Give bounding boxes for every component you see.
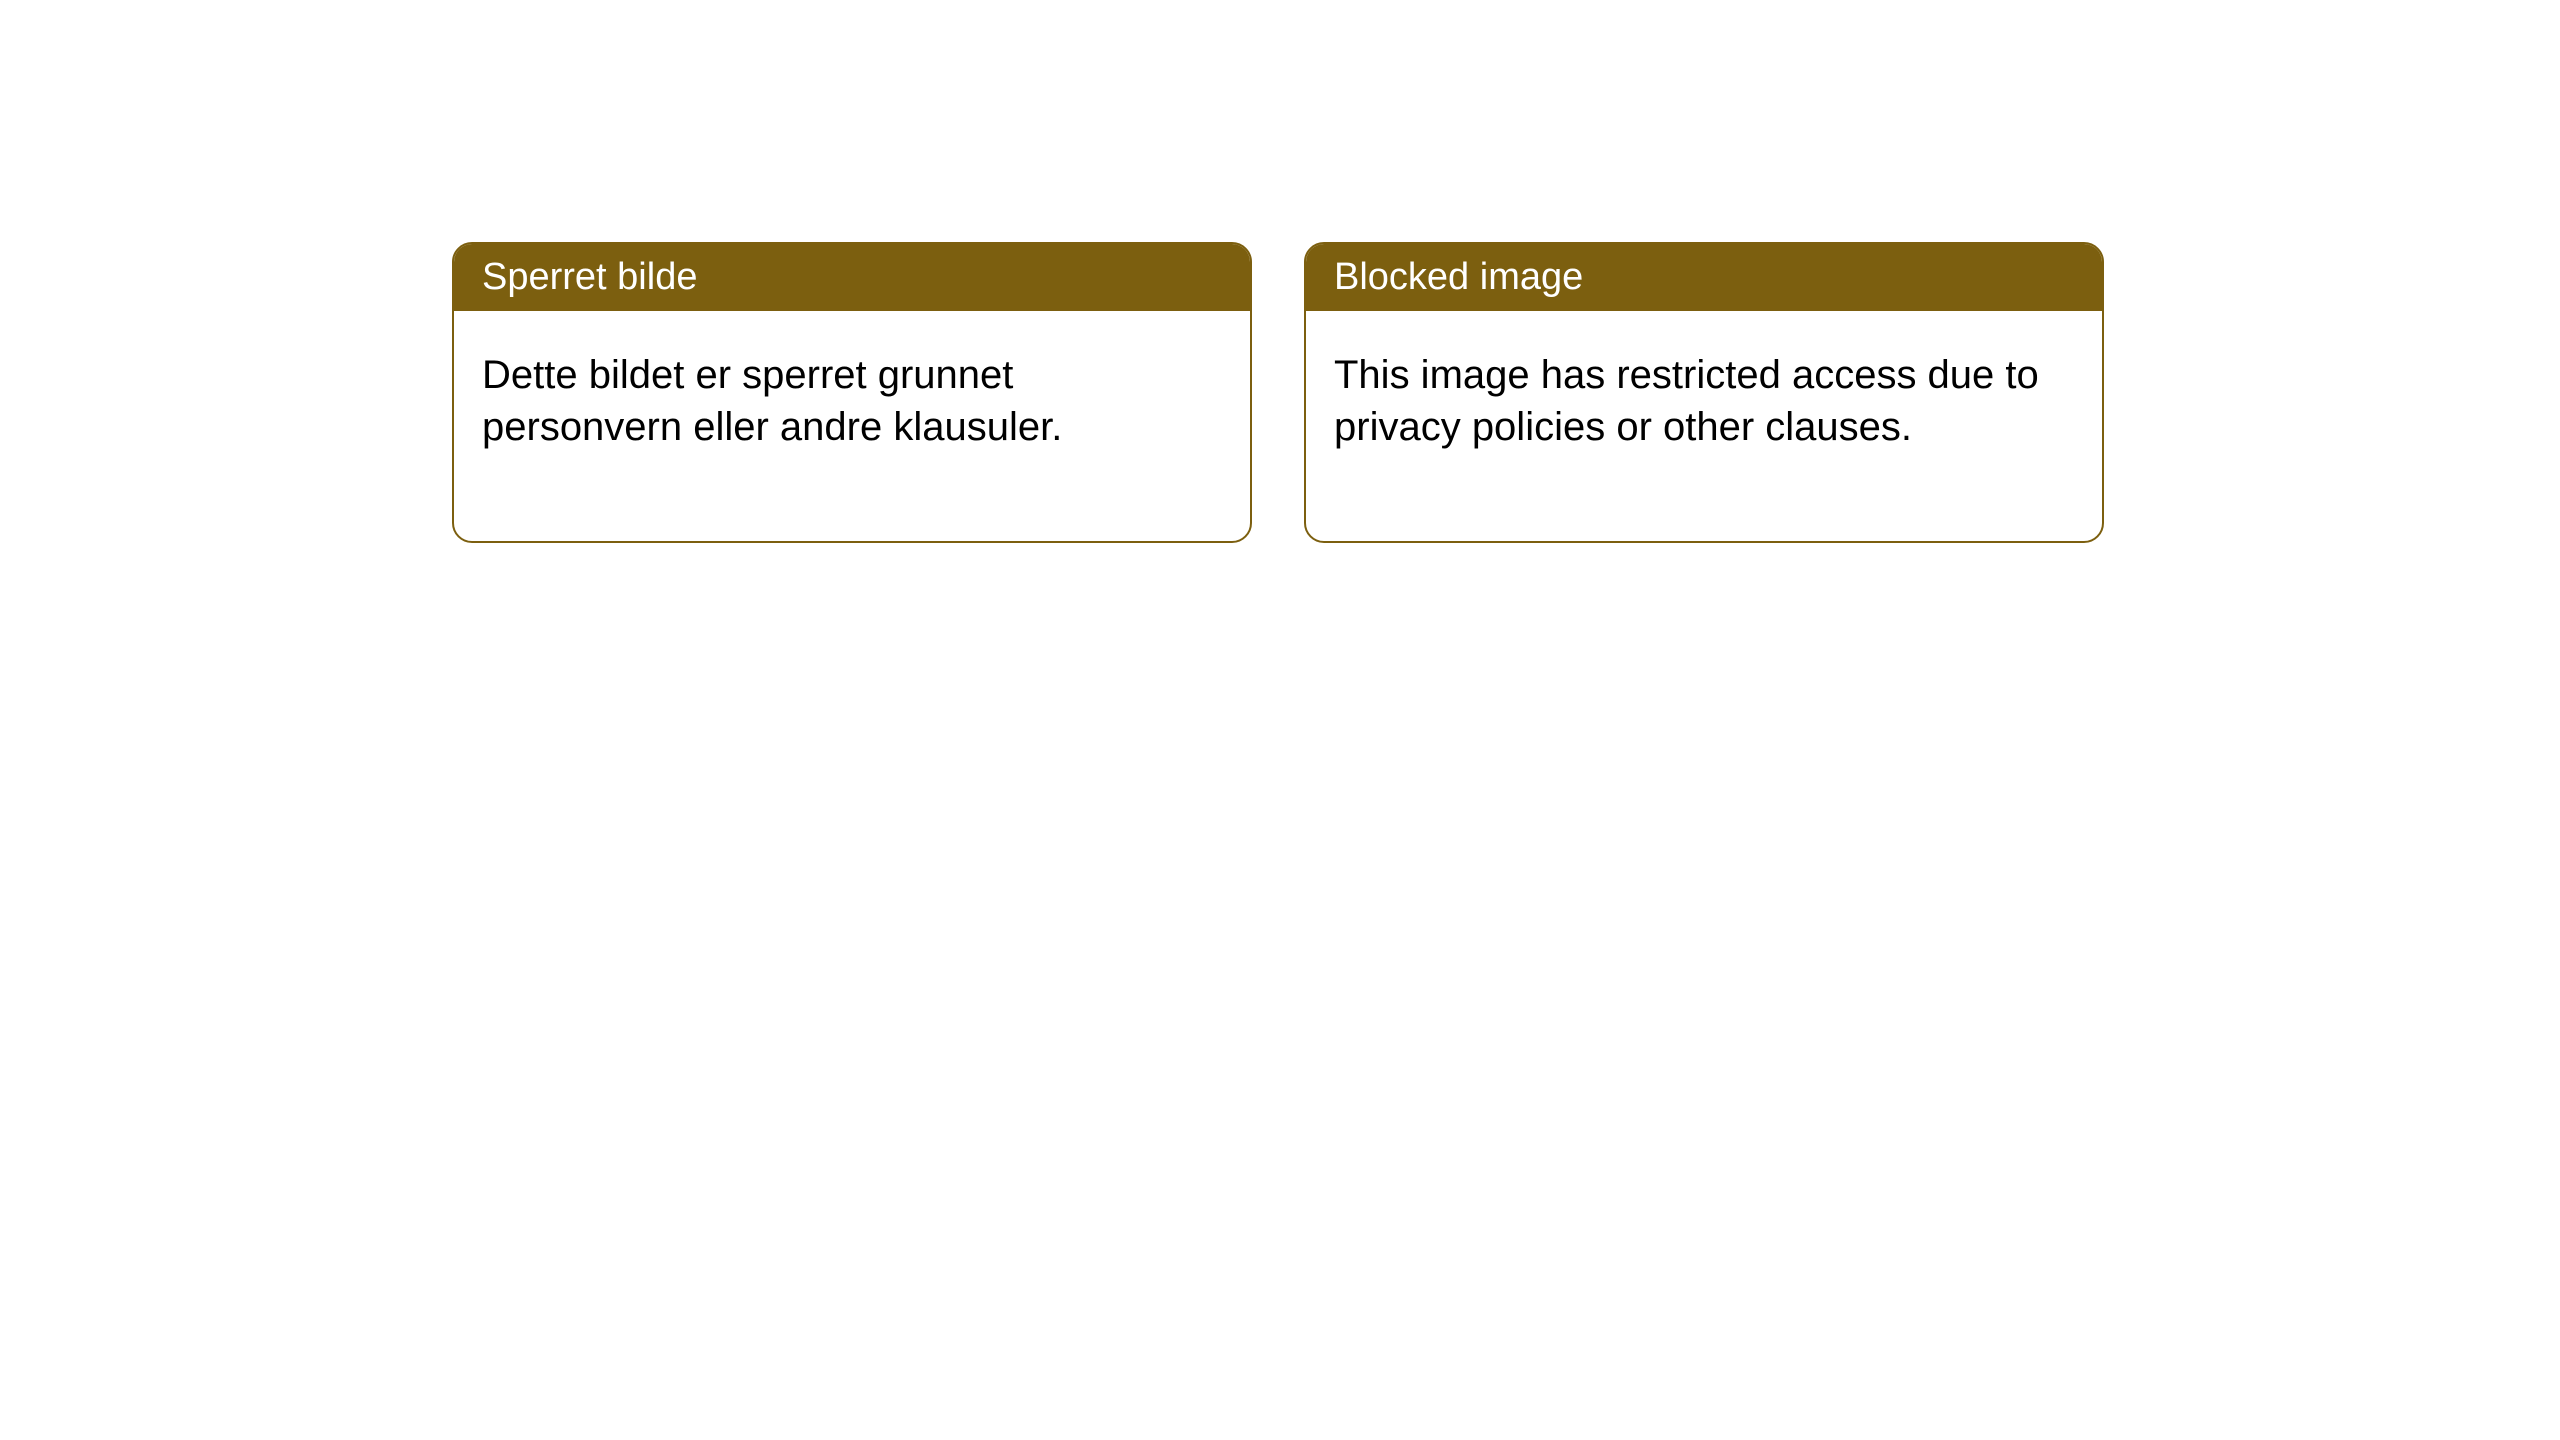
notice-card-norwegian: Sperret bilde Dette bildet er sperret gr… (452, 242, 1252, 543)
card-body: This image has restricted access due to … (1306, 311, 2102, 541)
notice-card-english: Blocked image This image has restricted … (1304, 242, 2104, 543)
card-title: Sperret bilde (482, 256, 697, 298)
card-title: Blocked image (1334, 256, 1583, 298)
card-header: Sperret bilde (454, 244, 1250, 311)
card-message: Dette bildet er sperret grunnet personve… (482, 353, 1062, 449)
card-header: Blocked image (1306, 244, 2102, 311)
card-body: Dette bildet er sperret grunnet personve… (454, 311, 1250, 541)
notice-card-container: Sperret bilde Dette bildet er sperret gr… (452, 242, 2104, 543)
card-message: This image has restricted access due to … (1334, 353, 2039, 449)
